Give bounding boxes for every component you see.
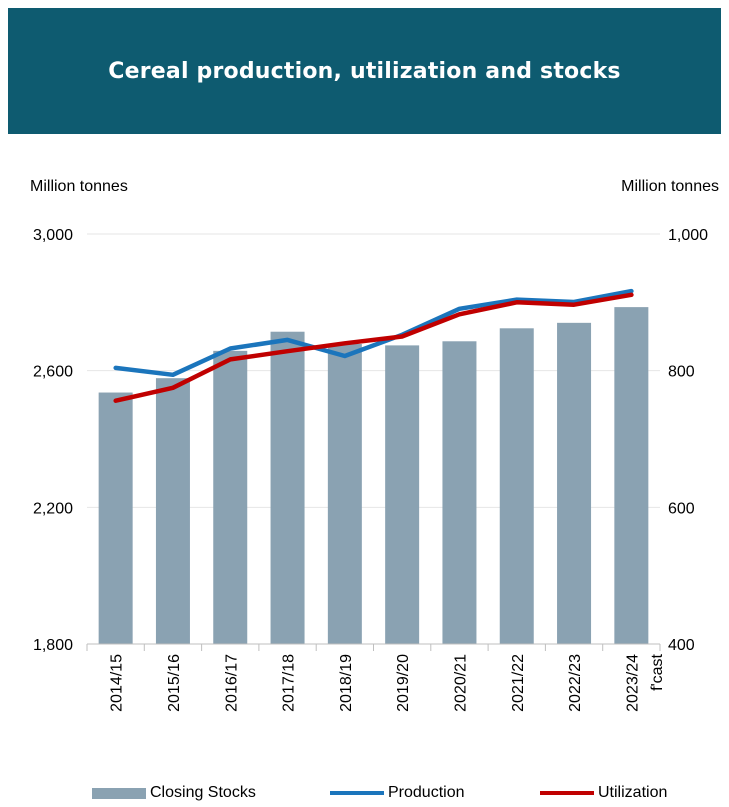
line-utilization — [113, 292, 634, 403]
right-tick-label: 400 — [668, 637, 695, 654]
x-tick-label: 2021/22 — [510, 654, 527, 712]
x-tick-label: 2016/17 — [223, 654, 240, 712]
bar-closing-stocks — [155, 378, 190, 644]
legend-label-utilization: Utilization — [598, 784, 668, 801]
bar-closing-stocks — [557, 322, 592, 644]
right-tick-label: 600 — [668, 500, 695, 517]
left-tick-label: 1,800 — [33, 637, 73, 654]
x-tick-label: 2023/24 — [624, 654, 641, 712]
forecast-label: f'cast — [649, 653, 666, 690]
bar-closing-stocks — [442, 341, 477, 644]
right-tick-label: 1,000 — [668, 227, 708, 244]
left-tick-label: 3,000 — [33, 227, 73, 244]
x-tick-label: 2019/20 — [395, 654, 412, 712]
lines — [113, 288, 634, 403]
left-axis-label: Million tonnes — [30, 178, 128, 195]
legend-item-utilization: Utilization — [540, 784, 667, 802]
bar-closing-stocks — [327, 344, 362, 644]
right-tick-label: 800 — [668, 364, 695, 381]
x-tick-label: 2015/16 — [166, 654, 183, 712]
bar-closing-stocks — [385, 345, 420, 644]
x-tick-label: 2022/23 — [567, 654, 584, 712]
right-axis-label: Million tonnes — [621, 178, 719, 195]
bar-closing-stocks — [270, 331, 305, 644]
chart-title: Cereal production, utilization and stock… — [108, 58, 621, 84]
chart-area: 1,800 2,200 2,600 3,000 400 600 800 1,000 2014/1… — [30, 178, 719, 712]
legend-item-closing-stocks: Closing Stocks — [92, 784, 256, 802]
x-tick-label: 2018/19 — [338, 654, 355, 712]
left-tick-label: 2,600 — [33, 364, 73, 381]
bar-closing-stocks — [499, 328, 534, 644]
legend-swatch-closing-stocks — [92, 787, 146, 799]
legend: Closing Stocks Production Utilization — [0, 780, 729, 807]
x-tick-label: 2020/21 — [452, 654, 469, 712]
x-tick-label: 2014/15 — [109, 654, 126, 712]
legend-swatch-utilization — [540, 791, 594, 795]
legend-label-closing-stocks: Closing Stocks — [150, 784, 256, 801]
bar-closing-stocks — [614, 307, 649, 644]
legend-item-production: Production — [330, 784, 465, 802]
bar-closing-stocks — [98, 392, 133, 644]
title-banner: Cereal production, utilization and stock… — [8, 8, 721, 134]
axes: 1,800 2,200 2,600 3,000 400 600 800 1,000 2014/1… — [33, 227, 708, 712]
x-tick-label: 2017/18 — [281, 654, 298, 712]
bars-closing-stocks — [98, 307, 649, 644]
legend-swatch-production — [330, 791, 384, 795]
line-production — [113, 288, 634, 378]
legend-label-production: Production — [388, 784, 465, 801]
left-tick-label: 2,200 — [33, 500, 73, 517]
bar-closing-stocks — [213, 350, 248, 644]
